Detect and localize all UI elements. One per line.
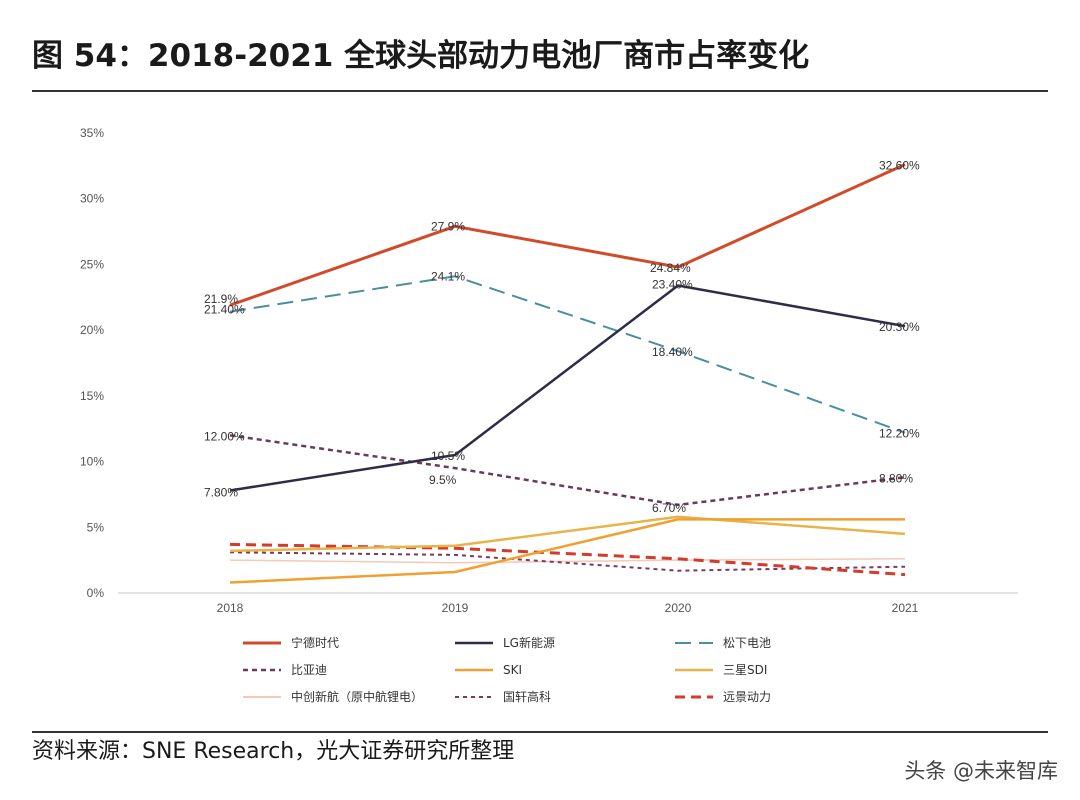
series-line-4 — [229, 518, 905, 584]
legend-label: 比亚迪 — [291, 663, 327, 677]
data-label: 9.5% — [429, 473, 457, 487]
data-label: 6.70% — [652, 501, 686, 515]
y-tick-label: 25% — [80, 257, 104, 271]
data-label: 10.5% — [431, 449, 465, 463]
legend-label: 三星SDI — [723, 663, 767, 677]
data-label: 18.40% — [652, 345, 693, 359]
data-label: 32.60% — [879, 159, 920, 173]
data-label: 24.84% — [650, 261, 691, 275]
series-line-6 — [229, 558, 906, 564]
watermark: 头条 @未来智库 — [904, 759, 1058, 783]
data-labels-group: 21.9% 27.9% 24.84% 32.60% 7.80% 10.5% 23.40% 20… — [204, 159, 920, 515]
legend-label: 远景动力 — [723, 690, 771, 704]
data-label: 23.40% — [652, 277, 693, 291]
axis-group: 0% 5% 10% 15% 20% 25% 30% 35% 2018 2019 2020 2021 — [80, 126, 1018, 615]
data-label: 21.40% — [204, 303, 245, 317]
footer-divider — [32, 731, 1048, 733]
data-label: 20.30% — [879, 320, 920, 334]
y-tick-label: 5% — [87, 520, 105, 534]
data-label: 24.1% — [431, 269, 465, 283]
series-line-1 — [229, 284, 906, 492]
line-chart: 0% 5% 10% 15% 20% 25% 30% 35% 2018 2019 2020 2021 2… — [80, 126, 1018, 704]
data-label: 7.80% — [204, 485, 238, 499]
y-tick-label: 10% — [80, 455, 104, 469]
figure-title: 图 54：2018-2021 全球头部动力电池厂商市占率变化 — [32, 38, 810, 74]
y-tick-label: 15% — [80, 389, 104, 403]
y-tick-label: 35% — [80, 126, 104, 140]
y-tick-label: 0% — [87, 586, 105, 600]
data-label: 27.9% — [431, 219, 465, 233]
x-tick-label: 2020 — [665, 601, 692, 615]
series-group — [229, 163, 906, 584]
series-line-8 — [229, 542, 906, 577]
x-tick-label: 2021 — [892, 601, 919, 615]
data-label: 12.20% — [879, 427, 920, 441]
y-tick-label: 20% — [80, 323, 104, 337]
legend-label: 国轩高科 — [503, 689, 551, 704]
series-line-2 — [229, 275, 906, 434]
legend-label: LG新能源 — [503, 635, 555, 650]
legend-label: 宁德时代 — [291, 635, 339, 650]
source-note: 资料来源：SNE Research，光大证券研究所整理 — [32, 739, 515, 764]
series-line-0 — [229, 163, 906, 307]
series-line-3 — [229, 434, 906, 507]
data-label: 12.00% — [204, 429, 245, 443]
x-tick-label: 2018 — [217, 601, 244, 615]
series-line-7 — [229, 551, 906, 572]
title-divider — [32, 90, 1048, 92]
legend-label: 中创新航（原中航锂电） — [291, 689, 423, 704]
series-line-5 — [229, 515, 906, 553]
legend-label: 松下电池 — [723, 636, 771, 650]
x-tick-label: 2019 — [442, 601, 469, 615]
data-label: 8.80% — [879, 471, 913, 485]
legend-label: SKI — [503, 663, 522, 677]
data-label: 21.9% — [204, 292, 238, 306]
y-tick-label: 30% — [80, 192, 104, 206]
